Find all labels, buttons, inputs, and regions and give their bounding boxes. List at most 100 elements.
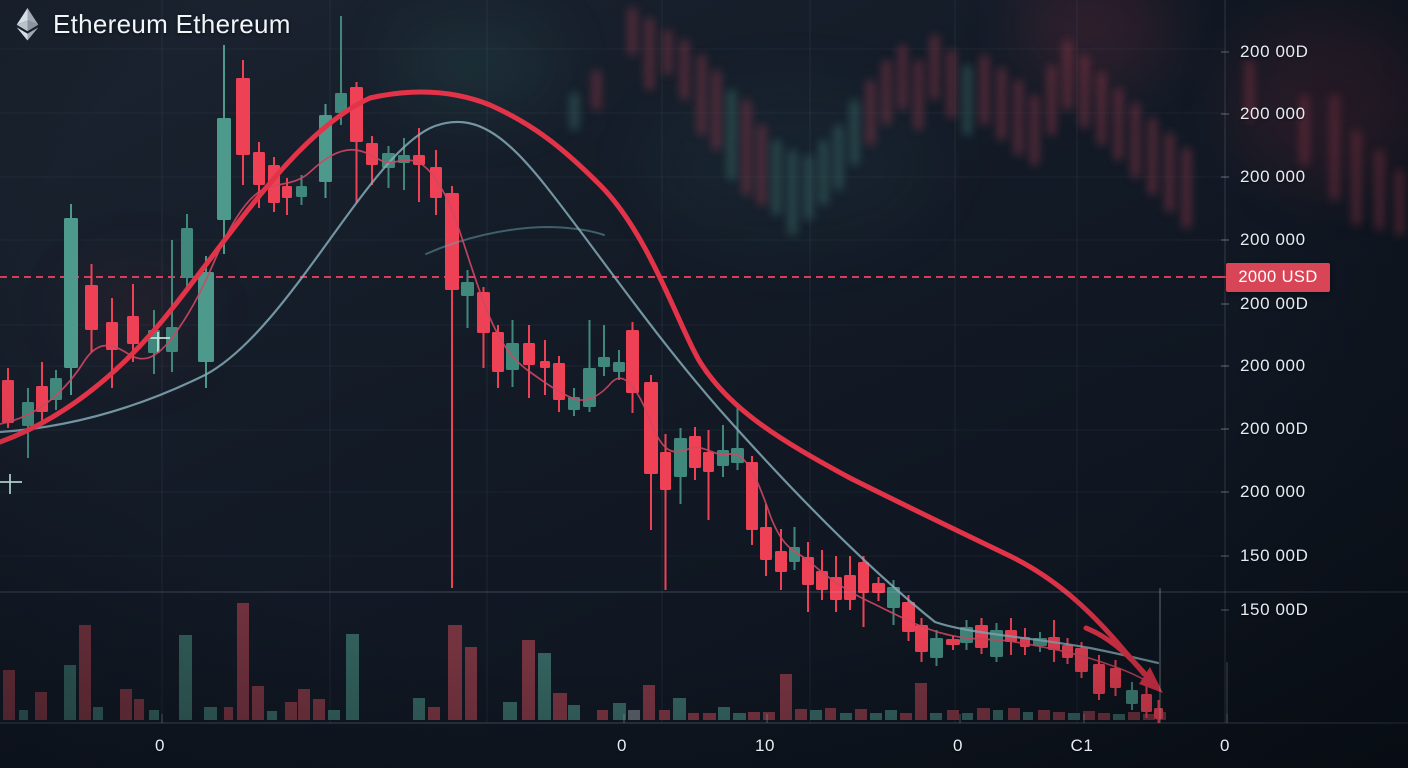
price-axis-label: 200 000 xyxy=(1240,104,1306,123)
volume-bar xyxy=(870,713,882,720)
ghost-candle xyxy=(1148,118,1157,195)
volume-bar xyxy=(413,698,425,720)
ghost-candle xyxy=(1047,65,1056,135)
candle-body xyxy=(613,362,625,372)
candle-body xyxy=(253,152,265,185)
candle-body xyxy=(540,361,550,368)
ghost-candle xyxy=(680,40,689,100)
candle-body xyxy=(217,118,231,220)
volume-bar xyxy=(328,710,340,720)
candle-body xyxy=(915,625,928,652)
volume-bar xyxy=(1023,712,1033,720)
candle-body xyxy=(1093,664,1105,694)
candle-body xyxy=(430,167,442,198)
ghost-candle xyxy=(1014,80,1023,155)
volume-bar xyxy=(993,710,1003,720)
volume-bar xyxy=(267,711,277,720)
current-price-tag: 2000 USD xyxy=(1226,263,1330,292)
volume-bar xyxy=(855,709,867,720)
ghost-candle xyxy=(850,100,859,165)
ghost-candle xyxy=(930,35,939,100)
volume-bar xyxy=(825,708,836,720)
candle-body xyxy=(1141,694,1152,712)
candle-body xyxy=(296,186,307,197)
volume-bar xyxy=(538,653,551,720)
candle-body xyxy=(85,285,98,330)
price-axis-label: 200 000 xyxy=(1240,230,1306,249)
volume-bar xyxy=(35,692,47,720)
ghost-candle xyxy=(947,50,956,118)
ghost-candle xyxy=(1330,95,1339,200)
volume-bar xyxy=(703,713,716,720)
time-axis-label: 0 xyxy=(616,736,628,755)
ghost-candle xyxy=(1165,133,1174,212)
ghost-candle xyxy=(914,60,923,130)
volume-bar xyxy=(252,686,264,720)
ghost-candle xyxy=(1131,103,1140,178)
volume-bar xyxy=(659,710,670,720)
candle-body xyxy=(717,450,729,466)
volume-bar xyxy=(93,707,103,720)
candle-body xyxy=(644,382,658,474)
volume-bar xyxy=(900,713,912,720)
ghost-candle xyxy=(1063,40,1072,110)
candle-body xyxy=(844,575,856,600)
candle-body xyxy=(2,380,14,423)
ghost-candle xyxy=(1080,55,1089,128)
candle-body xyxy=(946,639,960,645)
volume-bar xyxy=(962,713,973,720)
ghost-candle xyxy=(663,30,672,75)
time-axis-label: C1 xyxy=(1070,736,1094,755)
candle-body xyxy=(775,551,787,572)
candle-body xyxy=(236,78,250,155)
volume-bar xyxy=(79,625,91,720)
ghost-candle xyxy=(898,45,907,110)
price-axis-label: 150 00D xyxy=(1240,600,1309,619)
candle-body xyxy=(816,571,828,590)
candle-body xyxy=(64,218,78,368)
volume-bar xyxy=(134,699,144,720)
volume-bar xyxy=(120,689,132,720)
volume-bar xyxy=(204,707,217,720)
ghost-candle xyxy=(997,68,1006,140)
volume-bar xyxy=(1008,708,1020,720)
candle-body xyxy=(598,357,610,367)
ghost-candle xyxy=(788,150,797,235)
price-axis-label: 200 000 xyxy=(1240,356,1306,375)
volume-bar xyxy=(1053,712,1065,720)
ghost-candle xyxy=(834,125,843,190)
candle-body xyxy=(975,625,988,648)
volume-bar xyxy=(780,674,792,720)
ethereum-logo-icon xyxy=(16,8,39,41)
volume-bar xyxy=(688,713,699,720)
volume-bar xyxy=(19,710,28,720)
volume-bar xyxy=(915,683,927,720)
ghost-candle xyxy=(697,55,706,135)
candle-body xyxy=(461,282,474,296)
volume-bar xyxy=(1128,712,1140,720)
volume-bar xyxy=(643,685,655,720)
ghost-candle xyxy=(882,60,891,125)
ghost-candle xyxy=(772,140,781,215)
time-axis-label: 0 xyxy=(154,736,166,755)
price-axis-label: 200 000 xyxy=(1240,482,1306,501)
ghost-candle xyxy=(1182,148,1191,228)
ghost-candle xyxy=(628,8,637,55)
volume-bar xyxy=(733,713,746,720)
volume-bar xyxy=(553,693,567,720)
chart-title: Ethereum Ethereum xyxy=(53,9,291,39)
time-axis-label: 0 xyxy=(1219,736,1231,755)
volume-bar xyxy=(448,625,462,720)
volume-bar xyxy=(298,689,310,720)
candle-body xyxy=(583,368,596,407)
price-axis-label: 200 00D xyxy=(1240,42,1309,61)
volume-bar xyxy=(285,702,297,720)
candle-body xyxy=(660,452,671,490)
volume-bar xyxy=(673,698,686,720)
ghost-candle xyxy=(712,70,721,150)
time-axis-label: 10 xyxy=(754,736,776,755)
candle-body xyxy=(523,343,535,365)
volume-bar xyxy=(763,712,775,720)
candle-body xyxy=(350,87,363,142)
